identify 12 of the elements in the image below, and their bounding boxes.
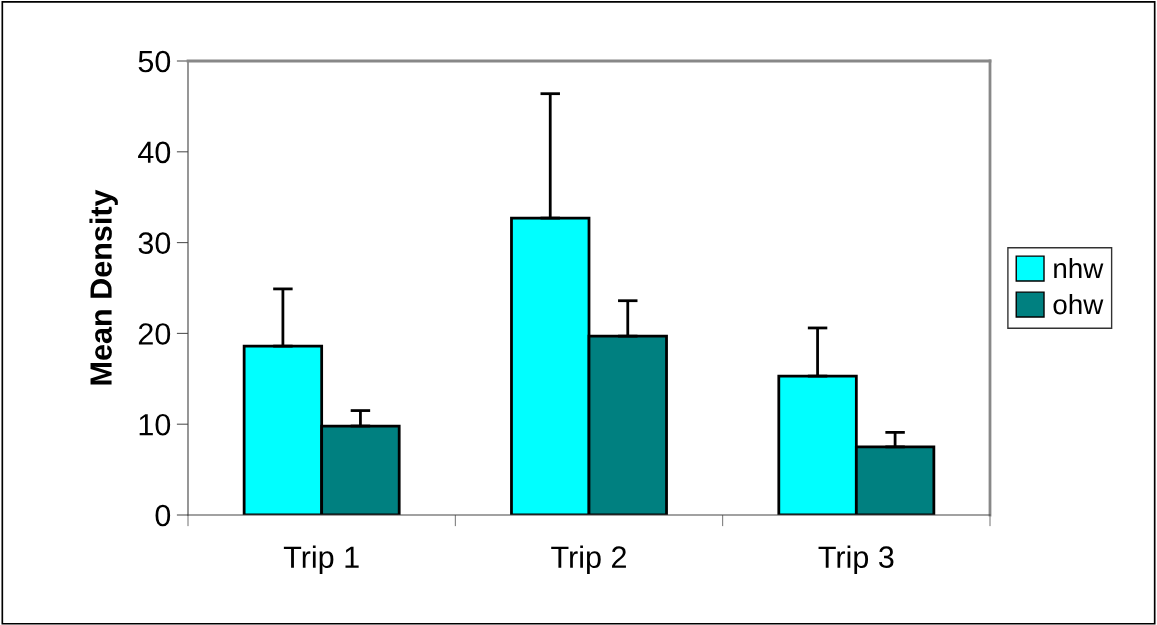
x-tick-label: Trip 3 [818,545,894,575]
y-tick-label: 40 [138,141,171,164]
y-tick-label: 50 [138,50,171,73]
legend-label: ohw [1053,293,1104,315]
y-axis-title: Mean Density [89,189,118,385]
x-tick-label: Trip 2 [551,545,626,575]
x-tick-label: Trip 1 [283,545,359,575]
y-tick-label: 0 [155,504,171,527]
y-tick-label: 10 [139,413,171,436]
y-tick-label: 20 [138,323,171,345]
legend-label: nhw [1054,257,1104,279]
y-tick-label: 30 [138,232,171,254]
